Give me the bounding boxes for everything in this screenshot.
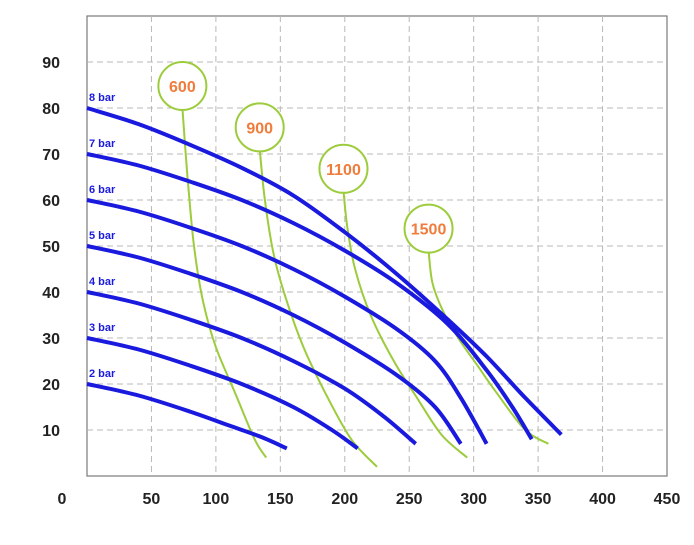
x-tick-label: 450 [654,491,681,508]
series-line [86,336,359,451]
x-tick-label: 300 [460,491,487,508]
y-tick-label: 20 [42,377,60,394]
x-tick-label: 150 [267,491,294,508]
series-line [86,198,489,445]
series-label: 4 bar [89,276,116,288]
series-label: 2 bar [89,368,116,380]
speed-label-1500: 1500 [411,222,447,239]
y-tick-label: 10 [42,423,60,440]
speed-label-600: 600 [169,79,196,96]
y-tick-label: 90 [42,55,60,72]
y-tick-label: 30 [42,331,60,348]
series-label: 7 bar [89,138,116,150]
x-tick-label: 350 [525,491,552,508]
y-tick-label: 60 [42,193,60,210]
speed-label-circle [318,143,369,194]
speed-label-circle [403,203,454,254]
speed-curve-1100 [342,190,468,459]
x-tick-label: 250 [396,491,423,508]
origin-label: 0 [58,491,67,508]
label-layer: 600 900 1100 1500 2 bar 3 bar 4 bar 5 bar 6 bar 7… [89,61,454,380]
y-tick-label: 40 [42,285,60,302]
pressure-series [86,106,563,451]
x-tick-label: 200 [331,491,358,508]
y-tick-label: 50 [42,239,60,256]
speed-label-circle [234,102,285,153]
series-label: 5 bar [89,230,116,242]
series-label: 3 bar [89,322,116,334]
speed-label-900: 900 [246,120,273,137]
y-tick-label: 80 [42,101,60,118]
x-tick-label: 400 [589,491,616,508]
series-line [86,382,288,451]
series-line [86,106,563,437]
y-tick-label: 70 [42,147,60,164]
speed-label-circle [157,61,208,111]
speed-curve-900 [258,149,378,468]
series-line [86,290,417,446]
series-line [86,152,534,441]
axis-layer: 50 100 150 200 250 300 350 400 450 10 20 30 40 50 60 70… [42,55,680,508]
x-tick-label: 50 [143,491,161,508]
x-tick-label: 100 [203,491,230,508]
series-label: 6 bar [89,184,116,196]
speed-label-1100: 1100 [326,162,361,179]
series-label: 8 bar [89,92,116,104]
grid-layer [87,16,667,476]
series-line [86,244,463,445]
